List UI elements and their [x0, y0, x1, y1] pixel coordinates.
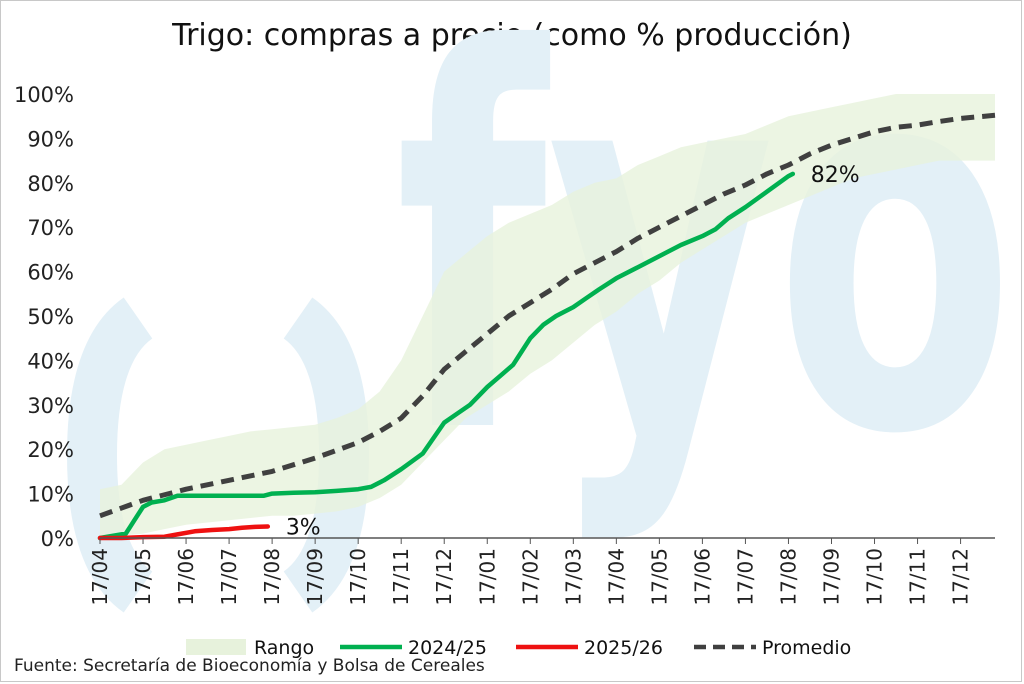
legend-item: Rango	[186, 637, 314, 659]
legend-item: 2024/25	[340, 637, 487, 659]
y-tick-label: 50%	[27, 305, 74, 329]
series-line-promedio	[99, 112, 996, 519]
legend-label: Promedio	[762, 637, 851, 659]
x-tick-label: 17/12	[949, 548, 973, 606]
end-label: 3%	[286, 515, 321, 540]
x-tick-label: 17/09	[303, 548, 327, 606]
x-tick-label: 17/10	[346, 548, 370, 606]
x-tick-label: 17/03	[561, 548, 585, 606]
x-tick-label: 17/09	[819, 548, 843, 606]
x-tick-label: 17/08	[260, 548, 284, 606]
x-tick-label: 17/11	[906, 548, 930, 606]
range-band	[100, 94, 995, 538]
x-tick-label: 17/05	[131, 548, 155, 606]
x-tick-label: 17/07	[733, 548, 757, 606]
x-tick-label: 17/08	[776, 548, 800, 606]
y-tick-label: 90%	[27, 127, 74, 151]
legend-label: Rango	[254, 637, 314, 659]
end-label: 82%	[811, 163, 860, 188]
source-note: Fuente: Secretaría de Bioeconomía y Bols…	[14, 656, 485, 676]
end-label-layer: 82% 3%	[286, 163, 860, 541]
range-band-layer	[100, 94, 995, 538]
y-tick-label: 0%	[41, 527, 74, 551]
x-tick-label: 17/06	[174, 548, 198, 606]
y-tick-label: 70%	[27, 216, 74, 240]
legend-item: Promedio	[694, 637, 851, 659]
chart-title: Trigo: compras a precio (como % producci…	[172, 18, 852, 53]
x-tick-label: 17/04	[88, 548, 112, 606]
x-tick-label: 17/04	[604, 548, 628, 606]
x-tick-label: 17/01	[475, 548, 499, 606]
x-tick-label: 17/02	[518, 548, 542, 606]
legend: Rango 2024/25 2025/26 Promedio	[186, 637, 851, 659]
x-tick-label: 17/12	[432, 548, 456, 606]
y-axis: 0% 10% 20% 30% 40% 50% 60% 70% 80% 90% 100%	[14, 83, 74, 551]
y-tick-label: 40%	[27, 349, 74, 373]
y-tick-label: 100%	[14, 83, 74, 107]
y-tick-label: 30%	[27, 394, 74, 418]
x-axis: 17/04 17/05 17/06 17/07 17/08 17/09 17/10 17/11…	[88, 537, 995, 606]
x-tick-label: 17/07	[217, 548, 241, 606]
x-tick-label: 17/11	[389, 548, 413, 606]
legend-swatch	[186, 639, 246, 655]
y-tick-label: 10%	[27, 483, 74, 507]
legend-label: 2024/25	[408, 637, 487, 659]
y-tick-label: 20%	[27, 438, 74, 462]
x-tick-label: 17/05	[647, 548, 671, 606]
legend-item: 2025/26	[516, 637, 663, 659]
x-tick-label: 17/06	[690, 548, 714, 606]
legend-label: 2025/26	[584, 637, 663, 659]
y-tick-label: 80%	[27, 172, 74, 196]
y-tick-label: 60%	[27, 261, 74, 285]
series-line-2024-25	[97, 171, 796, 541]
x-tick-label: 17/10	[863, 548, 887, 606]
